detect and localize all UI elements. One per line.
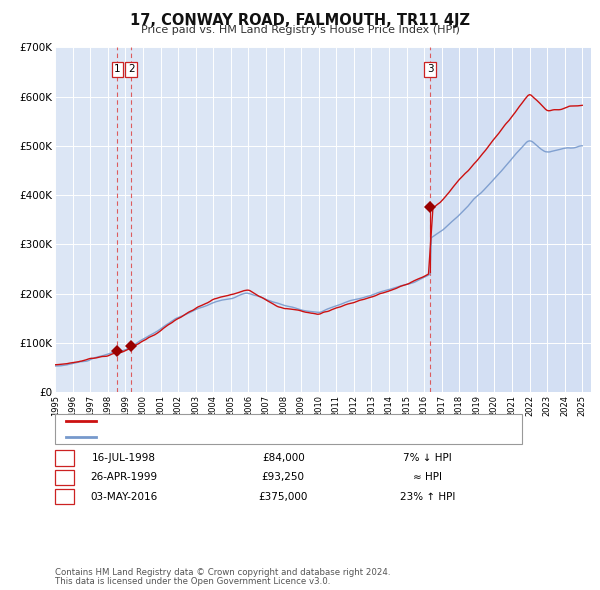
Text: ≈ HPI: ≈ HPI — [413, 473, 442, 482]
Text: 2: 2 — [61, 473, 68, 482]
Text: 3: 3 — [61, 492, 68, 502]
Text: HPI: Average price, detached house, Cornwall: HPI: Average price, detached house, Corn… — [102, 432, 325, 441]
Text: 1: 1 — [114, 64, 121, 74]
Bar — [430, 47, 591, 392]
Text: 26-APR-1999: 26-APR-1999 — [91, 473, 158, 482]
Text: 16-JUL-1998: 16-JUL-1998 — [92, 453, 156, 463]
Text: 2: 2 — [128, 64, 134, 74]
Text: 1: 1 — [61, 453, 68, 463]
Text: This data is licensed under the Open Government Licence v3.0.: This data is licensed under the Open Gov… — [55, 577, 331, 586]
Text: 03-MAY-2016: 03-MAY-2016 — [91, 492, 158, 502]
Text: £84,000: £84,000 — [262, 453, 305, 463]
Text: Contains HM Land Registry data © Crown copyright and database right 2024.: Contains HM Land Registry data © Crown c… — [55, 568, 391, 577]
Text: 7% ↓ HPI: 7% ↓ HPI — [403, 453, 452, 463]
Text: 23% ↑ HPI: 23% ↑ HPI — [400, 492, 455, 502]
Text: 3: 3 — [427, 64, 433, 74]
Text: £375,000: £375,000 — [259, 492, 308, 502]
Text: 17, CONWAY ROAD, FALMOUTH, TR11 4JZ (detached house): 17, CONWAY ROAD, FALMOUTH, TR11 4JZ (det… — [102, 417, 394, 426]
Text: £93,250: £93,250 — [262, 473, 305, 482]
Text: 17, CONWAY ROAD, FALMOUTH, TR11 4JZ: 17, CONWAY ROAD, FALMOUTH, TR11 4JZ — [130, 13, 470, 28]
Text: Price paid vs. HM Land Registry's House Price Index (HPI): Price paid vs. HM Land Registry's House … — [140, 25, 460, 35]
